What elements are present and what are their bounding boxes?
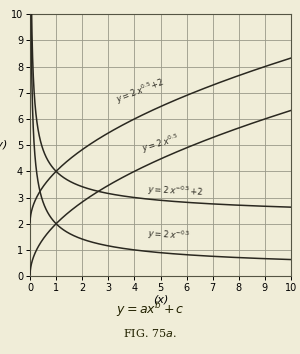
Text: $y=2\,x^{0.5}$: $y=2\,x^{0.5}$: [140, 132, 180, 156]
Text: $y=2\,x^{-0.5}\!+\!2$: $y=2\,x^{-0.5}\!+\!2$: [148, 182, 204, 200]
Text: F$\mathregular{IG}$. 75$a$.: F$\mathregular{IG}$. 75$a$.: [123, 327, 177, 339]
Text: (y): (y): [0, 140, 8, 150]
Text: $y=2\,x^{-0.5}$: $y=2\,x^{-0.5}$: [148, 227, 191, 244]
X-axis label: (x): (x): [153, 295, 168, 304]
Text: $y=2\,x^{0.5}\!+\!2$: $y=2\,x^{0.5}\!+\!2$: [113, 75, 167, 107]
Text: $y = ax^b + c$: $y = ax^b + c$: [116, 300, 184, 319]
